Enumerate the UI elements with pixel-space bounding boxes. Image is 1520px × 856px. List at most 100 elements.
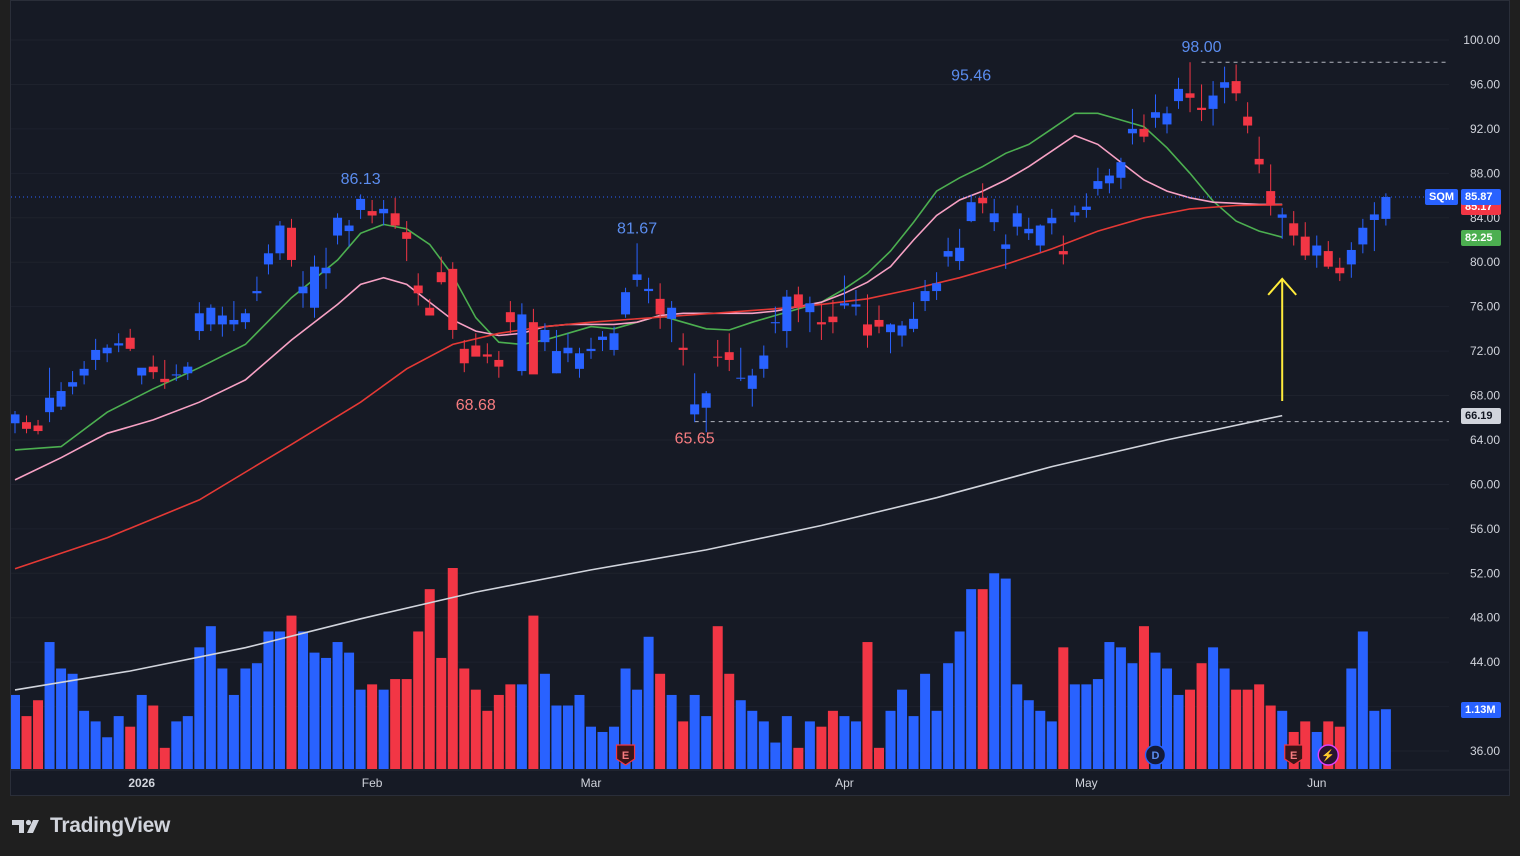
volume-bar	[1000, 578, 1011, 769]
x-axis-tick-label: May	[1075, 776, 1098, 790]
candle	[955, 247, 965, 262]
price-annotation: 68.68	[456, 397, 496, 414]
volume-bar	[816, 726, 827, 769]
volume-bar	[67, 673, 78, 769]
volume-bar	[897, 689, 908, 769]
volume-bar	[885, 710, 896, 769]
candle	[574, 353, 584, 369]
candle	[1035, 225, 1045, 246]
price-annotation: 65.65	[675, 431, 715, 448]
candle	[770, 322, 780, 324]
candle	[137, 367, 147, 376]
volume-bar	[159, 747, 170, 769]
candle	[45, 397, 55, 413]
y-axis-tick-label: 56.00	[1470, 522, 1500, 536]
volume-bar	[1162, 668, 1172, 769]
volume-bar	[643, 636, 654, 769]
chart-panel[interactable]: 86.13 81.67 95.46 98.00 68.68 65.65 E D E ⚡ 100.00…	[10, 0, 1510, 796]
event-marker-label: ⚡	[1321, 749, 1335, 762]
volume-bar	[228, 694, 239, 769]
candle	[148, 366, 158, 373]
volume-bar	[1219, 668, 1230, 769]
volume-bar	[344, 652, 355, 769]
candle	[1346, 249, 1356, 265]
candle	[609, 333, 619, 350]
volume-bar	[701, 716, 712, 769]
candle	[68, 382, 78, 387]
volume-bar	[920, 673, 931, 769]
volume-bar	[367, 684, 378, 769]
candle	[217, 315, 227, 325]
volume-bar	[355, 689, 366, 769]
volume-bar	[470, 689, 481, 769]
volume-bar	[839, 716, 850, 769]
candle	[1185, 93, 1195, 98]
candle	[528, 322, 538, 375]
volume-bar	[1092, 679, 1103, 769]
moving-average-line	[14, 204, 1283, 570]
price-annotation: 95.46	[951, 67, 991, 84]
candle	[1243, 116, 1253, 126]
volume-bar	[620, 668, 631, 769]
volume-bar	[321, 657, 332, 769]
candle	[1300, 236, 1310, 256]
yellow-arrow-head	[1267, 277, 1297, 296]
y-axis-tick-label: 72.00	[1470, 344, 1500, 358]
volume-bar	[309, 652, 320, 769]
candles	[11, 62, 1391, 435]
candle	[747, 375, 757, 389]
volume-bar	[1196, 663, 1207, 769]
y-axis-tick-label: 68.00	[1470, 389, 1500, 403]
candle	[252, 291, 262, 294]
candle	[1104, 175, 1114, 184]
volume-bar	[1023, 700, 1034, 769]
volume-bar	[735, 700, 746, 769]
volume-bar	[943, 663, 954, 769]
candle	[724, 352, 734, 360]
volume-bar	[1081, 684, 1092, 769]
candle	[1012, 213, 1022, 227]
candle	[805, 303, 815, 313]
volume-bar	[332, 642, 343, 769]
candle	[448, 268, 458, 330]
volume-bar	[79, 710, 90, 769]
candle	[1358, 227, 1368, 245]
volume-bar	[286, 615, 297, 769]
candle	[839, 303, 849, 306]
volume-bar	[516, 684, 527, 769]
volume-bar	[977, 589, 988, 769]
tradingview-logo[interactable]: TradingView	[12, 812, 170, 840]
price-chart[interactable]: 86.13 81.67 95.46 98.00 68.68 65.65 E D E ⚡ 100.00…	[11, 1, 1510, 796]
candle	[551, 351, 561, 374]
candle	[1208, 95, 1218, 109]
candle	[183, 366, 193, 374]
volume-bars	[11, 568, 1391, 769]
candle	[240, 313, 250, 323]
volume-bar	[1369, 710, 1380, 769]
volume-bar	[1242, 689, 1253, 769]
candle	[1220, 82, 1230, 88]
volume-bar	[574, 694, 585, 769]
volume-bar	[1150, 652, 1161, 769]
candle	[160, 378, 170, 383]
volume-bar	[33, 700, 44, 769]
volume-bar	[413, 631, 424, 769]
y-axis-tick-label: 100.00	[1463, 33, 1500, 47]
candle	[102, 347, 112, 354]
candle	[897, 325, 907, 336]
volume-bar	[908, 716, 919, 769]
candle	[459, 348, 469, 364]
candle	[1047, 217, 1057, 224]
candle	[1369, 214, 1379, 220]
candle	[482, 354, 492, 357]
event-marker-label: E	[622, 750, 629, 762]
candle	[390, 213, 400, 226]
candle	[1277, 214, 1287, 218]
y-axis-tick-label: 76.00	[1470, 300, 1500, 314]
moving-average-line	[14, 134, 1283, 481]
candle	[1174, 88, 1184, 102]
earnings-marker	[1284, 744, 1304, 766]
volume-bar	[1334, 726, 1345, 769]
volume-bar	[1277, 710, 1288, 769]
candle	[828, 316, 838, 323]
